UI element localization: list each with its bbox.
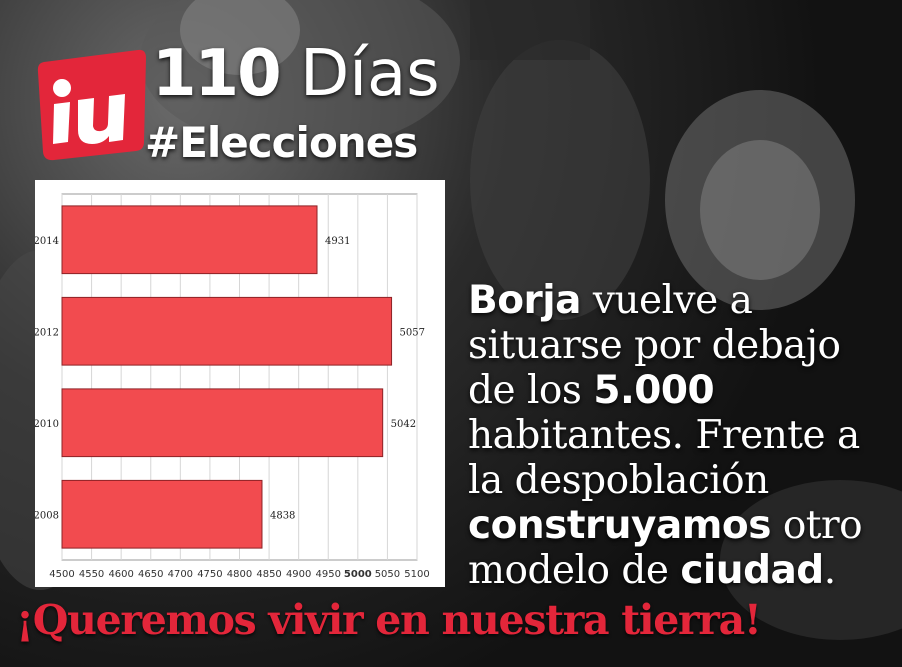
x-tick-label: 5100: [404, 569, 429, 580]
x-tick-label: 5000: [344, 569, 372, 580]
days-word: Días: [299, 37, 440, 111]
iu-logo: [37, 49, 146, 161]
x-tick-label: 4800: [227, 569, 252, 580]
bar-2012: [61, 296, 393, 366]
town-name: Borja: [468, 278, 581, 323]
y-category-label: 2012: [35, 327, 59, 338]
x-tick-label: 4650: [138, 569, 163, 580]
bar-value-label: 4931: [325, 236, 350, 247]
x-tick-label: 4750: [197, 569, 222, 580]
population-threshold: 5.000: [593, 368, 715, 413]
x-tick-label: 4850: [256, 569, 281, 580]
bar-2010: [61, 388, 384, 458]
x-tick-label: 5050: [375, 569, 400, 580]
message-text: Borja vuelve a situarse por debajo de lo…: [468, 278, 863, 593]
days-counter: 110 Días: [152, 36, 440, 112]
bar-2014: [61, 205, 318, 275]
x-tick-label: 4500: [49, 569, 74, 580]
bar-value-label: 4838: [270, 510, 295, 521]
bar-value-label: 5057: [400, 327, 425, 338]
x-tick-label: 4950: [316, 569, 341, 580]
y-category-label: 2010: [35, 419, 59, 430]
hashtag-title: #Elecciones: [145, 118, 418, 167]
x-tick-label: 4550: [79, 569, 104, 580]
bar-2008: [61, 479, 263, 549]
x-tick-label: 4900: [286, 569, 311, 580]
population-chart: 4500 4550 4600 4650 4700 4750 4800 4850 4900 4950…: [35, 180, 445, 587]
slogan: ¡Queremos vivir en nuestra tierra!: [16, 596, 762, 644]
bar-chart-svg: 4500 4550 4600 4650 4700 4750 4800 4850 4900 4950…: [35, 193, 430, 580]
y-category-label: 2008: [35, 510, 59, 521]
x-tick-label: 4600: [108, 569, 133, 580]
x-tick-label: 4700: [168, 569, 193, 580]
days-number: 110: [152, 37, 282, 111]
bar-value-label: 5042: [391, 419, 416, 430]
y-category-label: 2014: [35, 236, 59, 247]
